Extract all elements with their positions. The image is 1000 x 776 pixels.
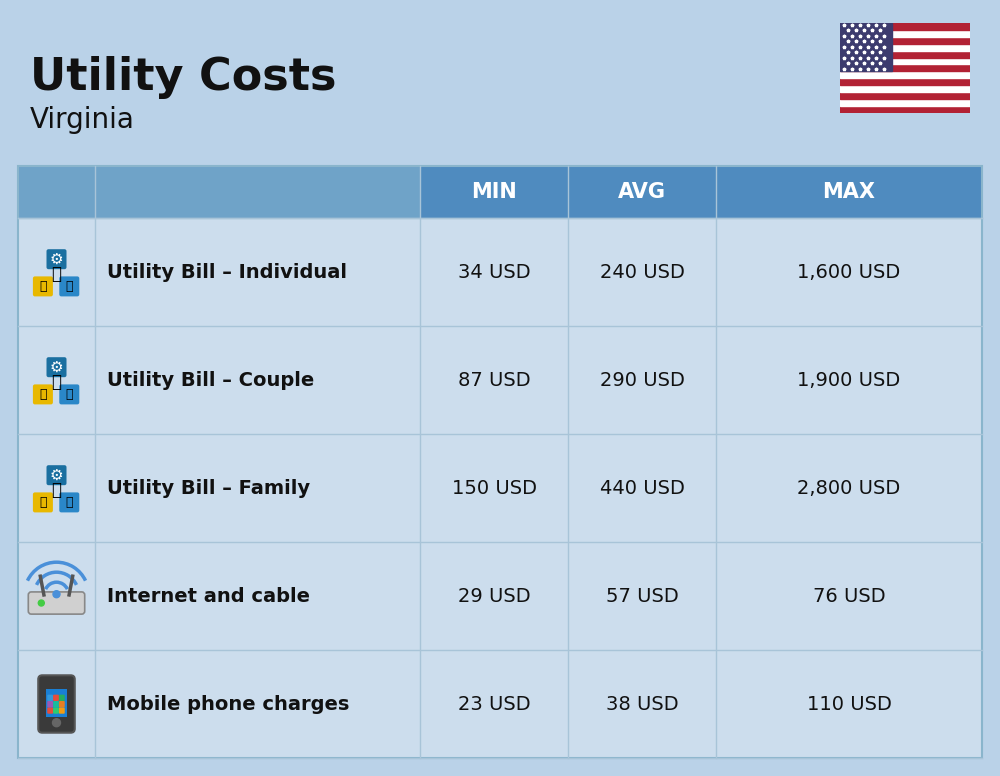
Text: 🔧: 🔧 [66,496,73,509]
Text: Virginia: Virginia [30,106,135,134]
FancyBboxPatch shape [59,384,79,404]
FancyBboxPatch shape [59,493,79,512]
FancyBboxPatch shape [716,166,982,218]
Text: 150 USD: 150 USD [452,479,536,497]
Text: 23 USD: 23 USD [458,695,530,713]
Text: 34 USD: 34 USD [458,262,530,282]
Text: ⚙: ⚙ [50,468,63,483]
Text: 🤝: 🤝 [52,265,62,283]
FancyBboxPatch shape [18,326,982,434]
Bar [840,92,970,99]
Text: 290 USD: 290 USD [600,370,684,390]
Bar [840,71,970,78]
Circle shape [52,719,60,726]
Text: Utility Bill – Family: Utility Bill – Family [107,479,310,497]
FancyBboxPatch shape [420,166,568,218]
Text: Utility Costs: Utility Costs [30,56,336,99]
Bar [840,99,970,106]
Circle shape [53,591,60,598]
FancyBboxPatch shape [33,384,53,404]
Text: ⚙: ⚙ [50,251,63,267]
Bar [840,30,970,37]
Text: Mobile phone charges: Mobile phone charges [107,695,349,713]
Bar [840,106,970,113]
Bar [840,78,970,85]
Text: Utility Bill – Individual: Utility Bill – Individual [107,262,347,282]
Text: AVG: AVG [618,182,666,202]
FancyBboxPatch shape [18,650,982,758]
Text: 1,600 USD: 1,600 USD [797,262,901,282]
Text: MIN: MIN [471,182,517,202]
FancyBboxPatch shape [38,675,75,733]
FancyBboxPatch shape [18,434,982,542]
FancyBboxPatch shape [46,357,66,377]
Text: Internet and cable: Internet and cable [107,587,310,605]
FancyBboxPatch shape [47,695,53,701]
Bar [840,50,970,57]
Bar [840,37,970,44]
Text: MAX: MAX [822,182,876,202]
Text: 🔌: 🔌 [39,280,47,293]
FancyBboxPatch shape [59,695,65,701]
Text: 2,800 USD: 2,800 USD [797,479,901,497]
Bar [840,57,970,64]
FancyBboxPatch shape [33,276,53,296]
Bar [840,44,970,50]
Text: 29 USD: 29 USD [458,587,530,605]
Text: 240 USD: 240 USD [600,262,684,282]
Text: 110 USD: 110 USD [807,695,891,713]
FancyBboxPatch shape [18,218,982,326]
FancyBboxPatch shape [53,701,59,708]
FancyBboxPatch shape [53,695,59,701]
Text: 🔌: 🔌 [39,496,47,509]
Text: ⚙: ⚙ [50,360,63,375]
FancyBboxPatch shape [59,276,79,296]
Text: 76 USD: 76 USD [813,587,885,605]
FancyBboxPatch shape [18,166,420,218]
Text: 🤝: 🤝 [52,373,62,391]
FancyBboxPatch shape [46,689,67,717]
Circle shape [38,600,44,606]
Text: 38 USD: 38 USD [606,695,678,713]
Text: 1,900 USD: 1,900 USD [797,370,901,390]
Bar [840,64,970,71]
FancyBboxPatch shape [568,166,716,218]
FancyBboxPatch shape [18,542,982,650]
Text: Utility Bill – Couple: Utility Bill – Couple [107,370,314,390]
Text: 🔌: 🔌 [39,388,47,401]
FancyBboxPatch shape [46,465,66,485]
Bar [840,23,892,71]
FancyBboxPatch shape [47,701,53,708]
FancyBboxPatch shape [47,708,53,714]
Text: 440 USD: 440 USD [600,479,684,497]
Text: 🔧: 🔧 [66,388,73,401]
Text: 🤝: 🤝 [52,481,62,499]
Text: 🔧: 🔧 [66,280,73,293]
FancyBboxPatch shape [53,708,59,714]
FancyBboxPatch shape [46,249,66,269]
FancyBboxPatch shape [59,708,65,714]
Text: 57 USD: 57 USD [606,587,678,605]
FancyBboxPatch shape [33,493,53,512]
FancyBboxPatch shape [28,592,85,614]
Bar [840,23,970,30]
Bar [840,85,970,92]
Text: 87 USD: 87 USD [458,370,530,390]
FancyBboxPatch shape [59,701,65,708]
